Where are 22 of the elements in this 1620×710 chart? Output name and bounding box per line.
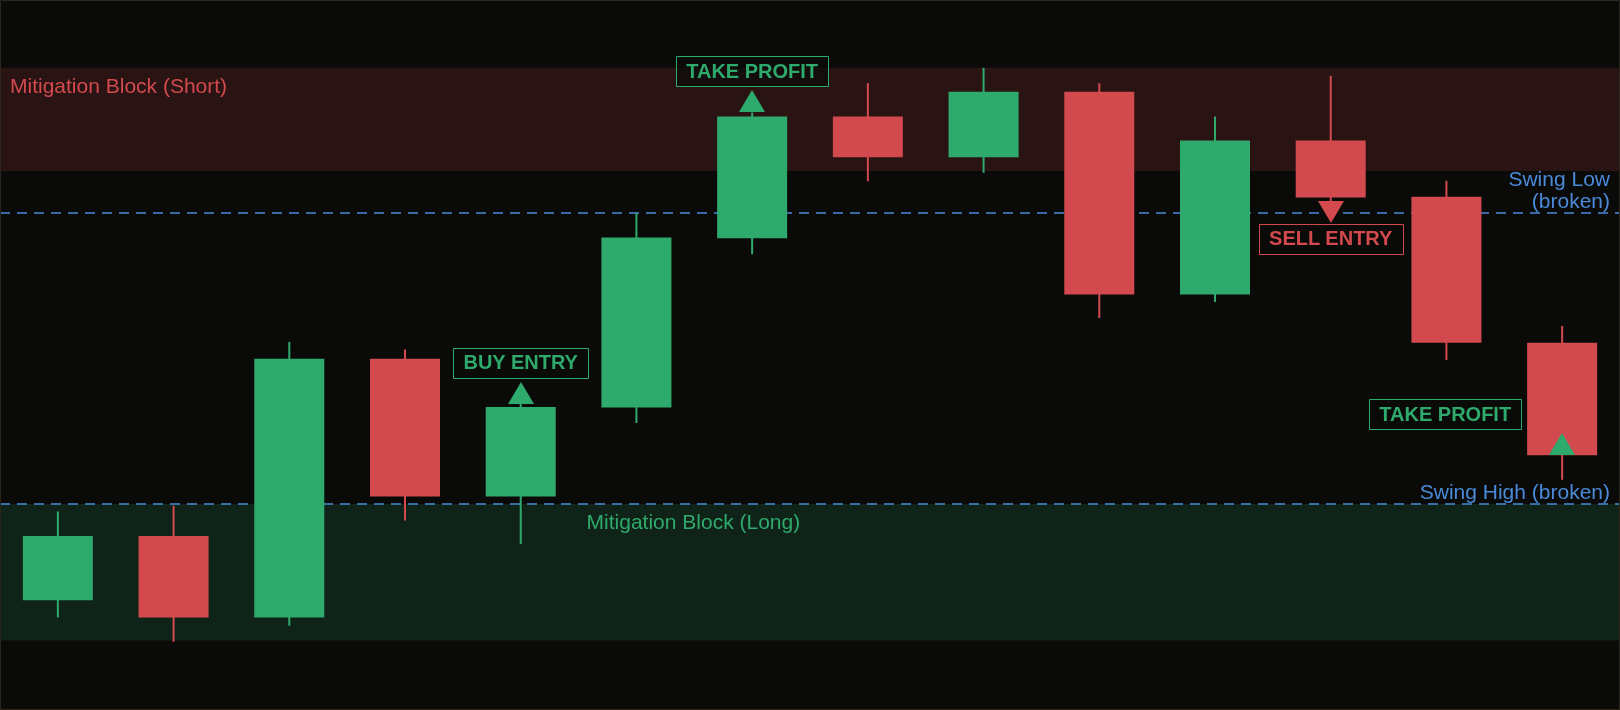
- candlestick: [370, 349, 440, 521]
- annotation: BUY ENTRY: [463, 351, 579, 374]
- band-label: Mitigation Block (Short): [10, 74, 228, 98]
- ref-line-label: Swing High (broken): [1419, 479, 1610, 503]
- candlestick: [1527, 326, 1598, 480]
- annotation: TAKE PROFIT: [686, 60, 819, 83]
- candlestick: [717, 112, 788, 255]
- candlestick: [1064, 83, 1135, 318]
- candlestick: [1411, 180, 1482, 360]
- annotation: TAKE PROFIT: [1379, 402, 1512, 425]
- candlestick: [1295, 75, 1366, 201]
- candlestick: [948, 67, 1019, 173]
- candlestick: [138, 505, 209, 642]
- candlestick: [832, 83, 903, 182]
- candlestick: [254, 342, 325, 626]
- candlestick: [485, 403, 556, 545]
- candlestick: [1180, 116, 1250, 302]
- ref-line-label: Swing Low (broken): [1508, 166, 1611, 212]
- candlestick: [22, 511, 93, 618]
- band-label: Mitigation Block (Long): [586, 510, 801, 534]
- annotation: SELL ENTRY: [1269, 227, 1394, 250]
- candlestick: [601, 212, 672, 424]
